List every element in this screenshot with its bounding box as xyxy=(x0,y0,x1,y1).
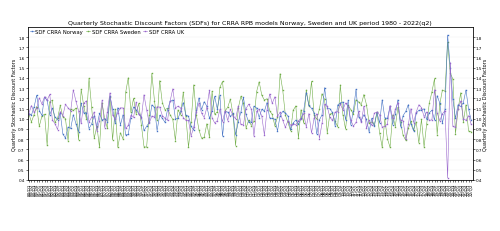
SDF CRRA Sweden xyxy=(96,146,102,149)
SDF CRRA UK xyxy=(444,177,450,179)
Line: SDF CRRA Sweden: SDF CRRA Sweden xyxy=(28,42,472,148)
SDF CRRA Sweden xyxy=(194,114,200,117)
SDF CRRA Norway xyxy=(62,137,68,140)
SDF CRRA UK xyxy=(421,116,427,119)
SDF CRRA Norway xyxy=(424,119,430,121)
SDF CRRA Norway xyxy=(468,119,474,122)
SDF CRRA Sweden xyxy=(262,99,268,102)
SDF CRRA Sweden xyxy=(240,102,246,105)
SDF CRRA Norway xyxy=(243,113,249,116)
Line: SDF CRRA Norway: SDF CRRA Norway xyxy=(28,35,472,139)
SDF CRRA Norway xyxy=(240,97,246,99)
SDF CRRA UK xyxy=(447,62,453,65)
SDF CRRA Norway xyxy=(91,115,97,117)
Y-axis label: Quarterly Stochastic Discount Factors: Quarterly Stochastic Discount Factors xyxy=(483,58,488,150)
SDF CRRA Sweden xyxy=(468,131,474,134)
Title: Quarterly Stochastic Discount Factors (SDFs) for CRRA RPB models Norway, Sweden : Quarterly Stochastic Discount Factors (S… xyxy=(68,21,432,26)
SDF CRRA UK xyxy=(240,124,246,126)
SDF CRRA Sweden xyxy=(243,127,249,130)
SDF CRRA Sweden xyxy=(26,113,32,116)
Line: SDF CRRA UK: SDF CRRA UK xyxy=(28,63,472,179)
SDF CRRA Norway xyxy=(444,34,450,37)
SDF CRRA UK xyxy=(259,115,265,118)
SDF CRRA Norway xyxy=(262,110,268,113)
SDF CRRA UK xyxy=(238,124,244,126)
SDF CRRA UK xyxy=(190,126,196,129)
SDF CRRA Norway xyxy=(194,109,200,112)
SDF CRRA Sweden xyxy=(88,106,94,109)
SDF CRRA Sweden xyxy=(444,42,450,44)
Legend: SDF CRRA Norway, SDF CRRA Sweden, SDF CRRA UK: SDF CRRA Norway, SDF CRRA Sweden, SDF CR… xyxy=(28,28,186,37)
SDF CRRA UK xyxy=(468,123,474,126)
SDF CRRA UK xyxy=(88,116,94,119)
SDF CRRA Sweden xyxy=(424,123,430,126)
Y-axis label: Quarterly Stochastic Discount Factors: Quarterly Stochastic Discount Factors xyxy=(12,58,17,150)
SDF CRRA Norway xyxy=(26,113,32,116)
SDF CRRA UK xyxy=(26,113,32,116)
